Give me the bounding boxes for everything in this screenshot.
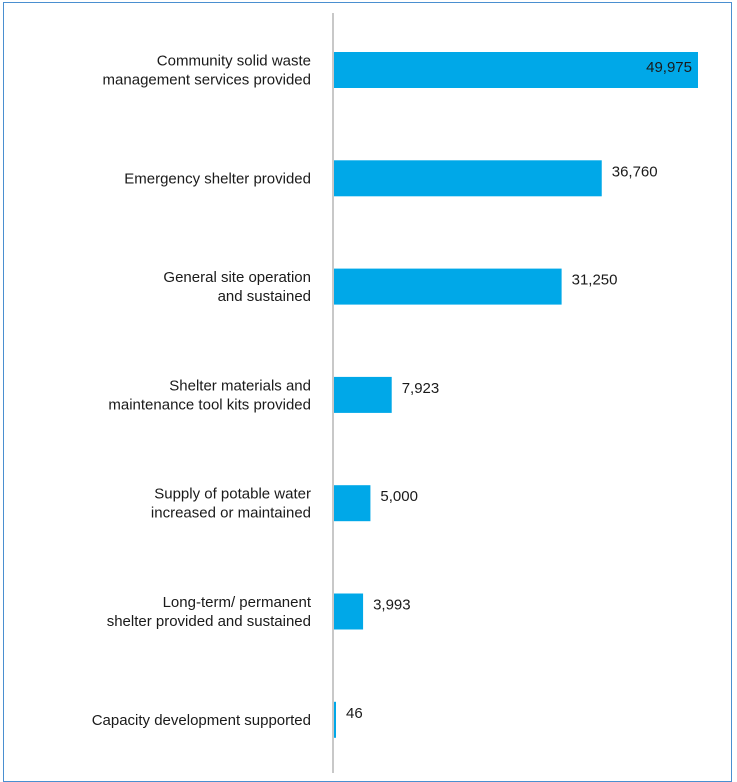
bar bbox=[334, 52, 698, 88]
bar bbox=[334, 268, 562, 305]
bar bbox=[334, 701, 336, 738]
category-label: General site operation and sustained bbox=[163, 269, 311, 305]
data-label: 7,923 bbox=[402, 380, 440, 397]
data-label: 46 bbox=[346, 705, 363, 722]
category-label: Supply of potable water increased or main… bbox=[151, 486, 311, 522]
category-label: Emergency shelter provided bbox=[124, 170, 311, 187]
category-label: Community solid waste management services… bbox=[103, 53, 311, 89]
data-label: 31,250 bbox=[572, 272, 618, 289]
data-label: 5,000 bbox=[380, 488, 418, 505]
category-label: Capacity development supported bbox=[92, 712, 311, 729]
bar-chart: 49,975 Community solid waste management se… bbox=[92, 13, 698, 773]
data-label: 49,975 bbox=[646, 59, 692, 76]
bar bbox=[334, 485, 371, 522]
chart-frame: 49,975 Community solid waste management se… bbox=[3, 2, 732, 782]
bar bbox=[334, 593, 364, 630]
category-label: Shelter materials and maintenance tool ki… bbox=[108, 377, 311, 413]
data-label: 3,993 bbox=[373, 596, 411, 613]
category-label: Long-term/ permanent shelter provided and… bbox=[107, 594, 312, 630]
data-label: 36,760 bbox=[612, 163, 658, 180]
bar bbox=[334, 376, 392, 413]
bar bbox=[334, 160, 602, 197]
